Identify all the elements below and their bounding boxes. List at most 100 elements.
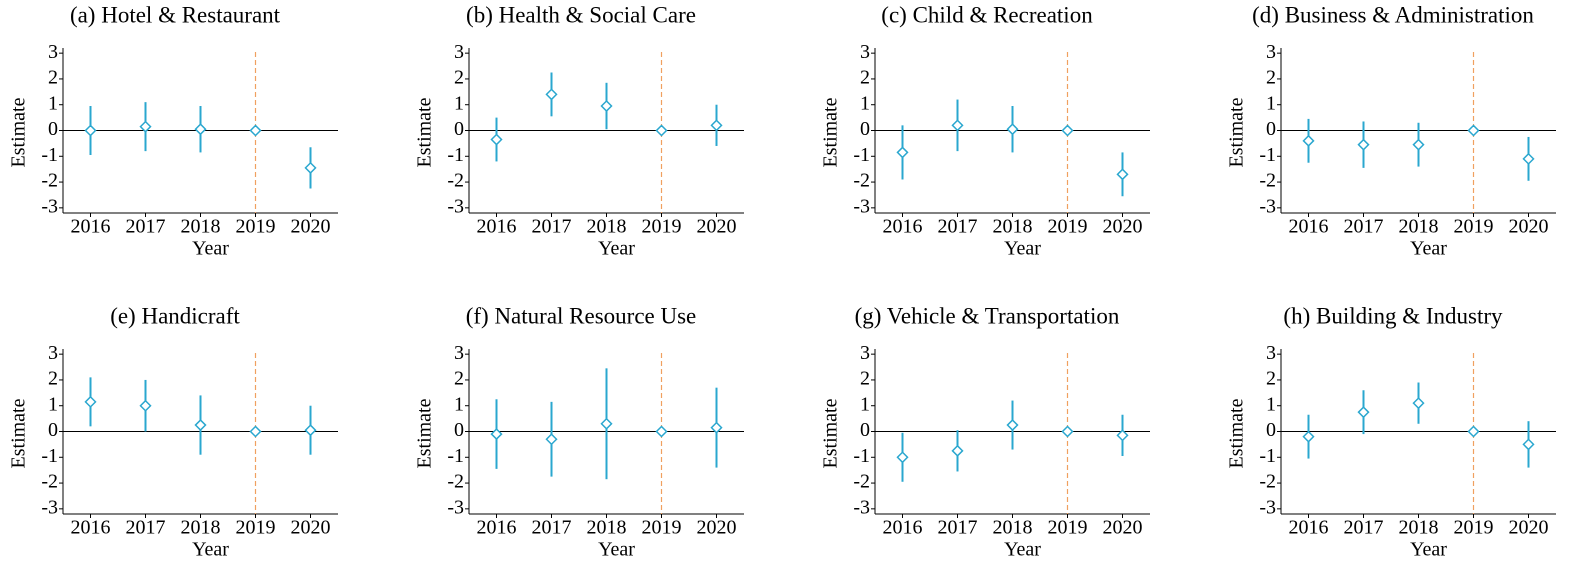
point bbox=[304, 161, 317, 174]
point bbox=[194, 418, 207, 432]
y-tick-label: -3 bbox=[853, 496, 870, 518]
point bbox=[1412, 397, 1425, 410]
y-tick-label: 1 bbox=[1266, 393, 1276, 415]
y-axis-label: Estimate bbox=[1226, 398, 1248, 468]
y-tick-label: -2 bbox=[41, 471, 58, 493]
x-tick-label: 2017 bbox=[532, 517, 572, 539]
point bbox=[896, 451, 909, 464]
point bbox=[1467, 124, 1480, 137]
y-tick-label: -3 bbox=[1259, 496, 1276, 518]
point bbox=[600, 417, 613, 430]
y-tick-label: 0 bbox=[454, 419, 464, 441]
x-tick-label: 2020 bbox=[291, 216, 331, 238]
x-axis-label: Year bbox=[598, 238, 635, 260]
x-tick-label: 2020 bbox=[1509, 216, 1549, 238]
point bbox=[951, 444, 964, 457]
y-tick-label: 1 bbox=[454, 92, 464, 114]
y-tick-label: -1 bbox=[41, 445, 58, 467]
panel-title: (f) Natural Resource Use bbox=[466, 303, 697, 328]
y-tick-label: 3 bbox=[1266, 41, 1276, 63]
y-tick-label: 3 bbox=[1266, 342, 1276, 364]
x-tick-label: 2017 bbox=[126, 517, 166, 539]
point bbox=[490, 428, 503, 441]
y-tick-label: 0 bbox=[454, 118, 464, 140]
point bbox=[710, 421, 723, 434]
point bbox=[710, 119, 723, 132]
y-tick-label: -1 bbox=[1259, 445, 1276, 467]
x-axis-label: Year bbox=[1410, 539, 1447, 561]
panel-title: (h) Building & Industry bbox=[1283, 303, 1503, 328]
y-tick-label: 3 bbox=[454, 342, 464, 364]
y-tick-label: 1 bbox=[860, 393, 870, 415]
x-tick-label: 2018 bbox=[587, 517, 627, 539]
x-tick-label: 2019 bbox=[1454, 216, 1494, 238]
panel: (g) Vehicle & Transportation Estimate Year… bbox=[820, 303, 1150, 561]
x-axis-label: Year bbox=[1004, 238, 1041, 260]
y-tick-label: 0 bbox=[860, 118, 870, 140]
panel: (h) Building & Industry Estimate Year -3 -2 -… bbox=[1226, 303, 1556, 561]
panel: (d) Business & Administration Estimate Yea… bbox=[1226, 2, 1556, 260]
point bbox=[1357, 406, 1370, 419]
y-tick-label: -3 bbox=[41, 195, 58, 217]
y-tick-label: 1 bbox=[454, 393, 464, 415]
y-tick-label: 1 bbox=[860, 92, 870, 114]
y-tick-label: -3 bbox=[41, 496, 58, 518]
point bbox=[951, 119, 964, 132]
y-tick-label: -1 bbox=[1259, 144, 1276, 166]
x-tick-label: 2020 bbox=[1103, 517, 1143, 539]
y-tick-label: 3 bbox=[860, 342, 870, 364]
point bbox=[194, 123, 207, 136]
point bbox=[1116, 429, 1129, 442]
point bbox=[1061, 425, 1074, 438]
x-tick-label: 2019 bbox=[642, 216, 682, 238]
point bbox=[545, 433, 558, 446]
x-axis-label: Year bbox=[192, 539, 229, 561]
point bbox=[84, 124, 97, 137]
x-tick-label: 2016 bbox=[71, 517, 111, 539]
y-tick-label: 2 bbox=[48, 368, 58, 390]
y-axis-label: Estimate bbox=[1226, 97, 1248, 167]
x-tick-label: 2020 bbox=[1103, 216, 1143, 238]
y-tick-label: 2 bbox=[454, 368, 464, 390]
point bbox=[1006, 123, 1019, 136]
point bbox=[1061, 124, 1074, 137]
point bbox=[490, 133, 503, 146]
y-tick-label: 0 bbox=[1266, 419, 1276, 441]
panel: (b) Health & Social Care Estimate Year -3 -2… bbox=[414, 2, 744, 260]
y-axis-label: Estimate bbox=[414, 97, 436, 167]
panel-title: (g) Vehicle & Transportation bbox=[855, 303, 1120, 328]
panel-title: (b) Health & Social Care bbox=[466, 2, 696, 27]
y-tick-label: 1 bbox=[48, 92, 58, 114]
x-tick-label: 2018 bbox=[993, 517, 1033, 539]
point bbox=[1522, 438, 1535, 451]
point bbox=[545, 88, 558, 101]
x-tick-label: 2018 bbox=[181, 517, 221, 539]
y-axis-label: Estimate bbox=[8, 97, 30, 167]
x-tick-label: 2017 bbox=[938, 517, 978, 539]
y-tick-label: 0 bbox=[860, 419, 870, 441]
point bbox=[1302, 134, 1315, 147]
y-tick-label: -1 bbox=[41, 144, 58, 166]
x-axis-label: Year bbox=[598, 539, 635, 561]
y-axis-label: Estimate bbox=[8, 398, 30, 468]
point bbox=[1522, 152, 1535, 165]
y-tick-label: 2 bbox=[860, 368, 870, 390]
y-tick-label: -3 bbox=[853, 195, 870, 217]
point bbox=[249, 124, 262, 137]
point bbox=[139, 399, 152, 412]
x-tick-label: 2016 bbox=[477, 517, 517, 539]
x-tick-label: 2016 bbox=[883, 216, 923, 238]
x-tick-label: 2019 bbox=[236, 216, 276, 238]
panel-title: (d) Business & Administration bbox=[1252, 2, 1534, 27]
x-tick-label: 2017 bbox=[1344, 517, 1384, 539]
panel-title: (e) Handicraft bbox=[110, 303, 240, 328]
y-tick-label: -2 bbox=[853, 170, 870, 192]
point bbox=[1302, 430, 1315, 443]
point bbox=[1357, 138, 1370, 151]
y-tick-label: 0 bbox=[1266, 118, 1276, 140]
panel: (c) Child & Recreation Estimate Year -3 -2 -1… bbox=[820, 2, 1150, 260]
y-tick-label: -2 bbox=[41, 170, 58, 192]
y-tick-label: 2 bbox=[48, 67, 58, 89]
